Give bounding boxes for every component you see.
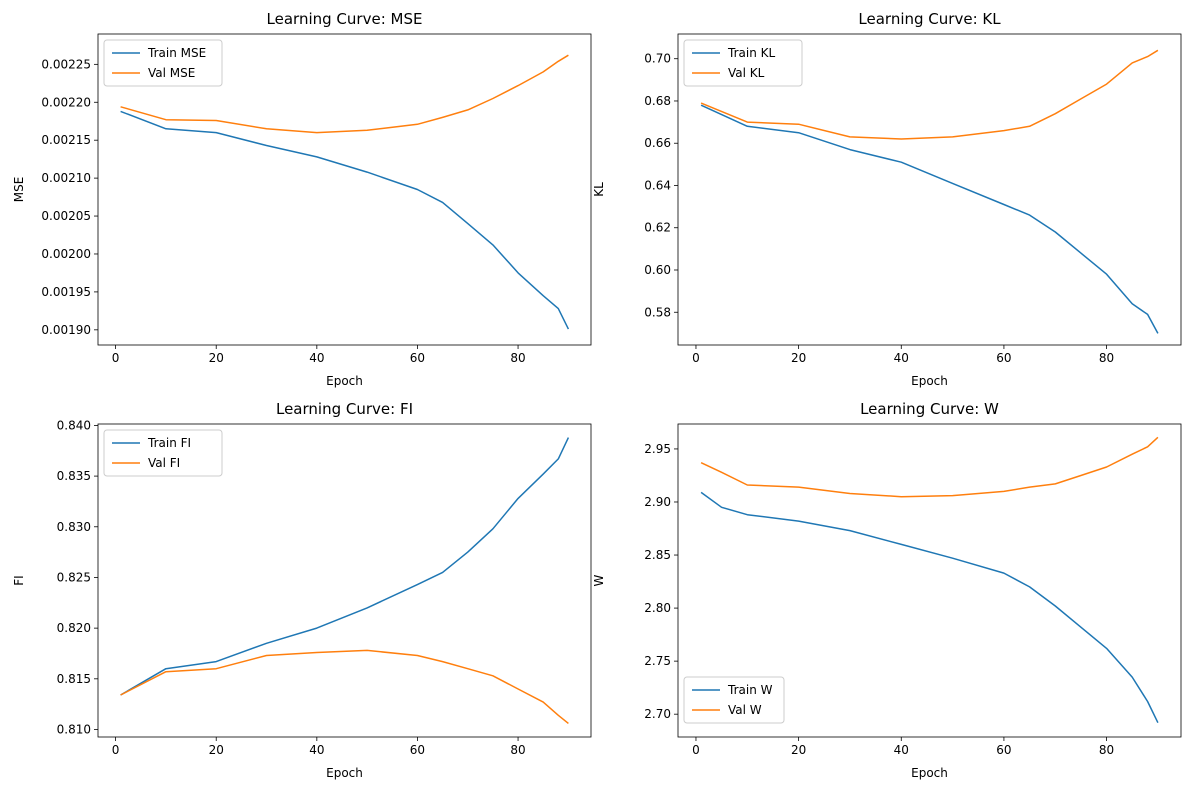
legend: Train KL Val KL (683, 39, 803, 87)
legend-box (103, 39, 223, 87)
y-axis-label: MSE (12, 177, 26, 203)
subplot-4: 0 20 40 60 80 2.70 2.75 2.80 2.85 2.90 2.95 Learnin… (592, 400, 1182, 780)
x-tick-label: 40 (894, 351, 909, 365)
series-line-val-mse (120, 54, 569, 134)
y-tick-label: 0.58 (644, 305, 671, 319)
chart-title: Learning Curve: MSE (267, 10, 423, 28)
x-tick-label: 60 (410, 743, 425, 757)
legend-box (683, 39, 803, 87)
y-tick-label: 0.840 (57, 418, 91, 432)
legend: Train FI Val FI (103, 429, 223, 477)
x-axis-label: Epoch (326, 766, 363, 780)
series-line-train-kl (700, 104, 1159, 334)
x-tick-label: 20 (209, 351, 224, 365)
x-tick-label: 0 (112, 351, 120, 365)
y-tick-label: 0.810 (57, 722, 91, 736)
y-tick-label: 2.95 (644, 442, 671, 456)
legend: Train MSE Val MSE (103, 39, 223, 87)
x-tick-label: 80 (1099, 743, 1114, 757)
y-axis-label: KL (592, 182, 606, 197)
legend-box (683, 676, 785, 724)
x-axis-label: Epoch (326, 374, 363, 388)
y-tick-label: 0.00210 (41, 171, 91, 185)
y-tick-label: 0.815 (57, 672, 91, 686)
x-tick-label: 20 (791, 743, 806, 757)
axes-frame (97, 423, 592, 738)
x-tick-label: 0 (112, 743, 120, 757)
y-tick-label: 0.64 (644, 178, 671, 192)
series-line-train-fi (120, 437, 570, 696)
chart-title: Learning Curve: FI (276, 400, 413, 418)
legend-label: Train W (727, 683, 773, 697)
y-tick-label: 0.66 (644, 136, 671, 150)
legend-label: Train MSE (147, 46, 206, 60)
x-tick-label: 80 (510, 351, 525, 365)
series-line-val-w (700, 436, 1159, 498)
chart-title: Learning Curve: KL (858, 10, 1001, 28)
y-tick-label: 2.75 (644, 654, 671, 668)
y-tick-label: 0.70 (644, 52, 671, 66)
legend: Train W Val W (683, 676, 785, 724)
x-axis-label: Epoch (911, 766, 948, 780)
y-tick-label: 0.00220 (41, 95, 91, 109)
x-tick-label: 0 (692, 351, 700, 365)
y-tick-label: 2.85 (644, 548, 671, 562)
subplot-2: 0 20 40 60 80 0.58 0.60 0.62 0.64 0.66 0.68 0.70 Lea… (592, 10, 1182, 388)
legend-label: Train KL (727, 46, 775, 60)
subplot-1: 0 20 40 60 80 0.00190 0.00195 0.00200 0.00205 0.0… (12, 10, 592, 388)
x-tick-label: 60 (410, 351, 425, 365)
legend-label: Train FI (147, 436, 191, 450)
legend-label: Val KL (728, 66, 765, 80)
axes-frame (677, 33, 1182, 346)
x-tick-label: 0 (692, 743, 700, 757)
y-tick-label: 0.835 (57, 469, 91, 483)
axes-frame (97, 33, 592, 346)
x-tick-label: 80 (510, 743, 525, 757)
y-tick-label: 0.62 (644, 221, 671, 235)
legend-box (103, 429, 223, 477)
x-tick-label: 60 (996, 743, 1011, 757)
x-tick-label: 80 (1099, 351, 1114, 365)
series-line-val-kl (700, 49, 1159, 140)
series-line-train-w (700, 491, 1159, 724)
axes-frame (677, 423, 1182, 738)
x-tick-label: 40 (894, 743, 909, 757)
y-tick-label: 0.00215 (41, 133, 91, 147)
y-axis-label: FI (12, 575, 26, 585)
y-tick-label: 0.00225 (41, 57, 91, 71)
x-axis-label: Epoch (911, 374, 948, 388)
y-tick-label: 2.80 (644, 601, 671, 615)
y-tick-label: 0.825 (57, 570, 91, 584)
series-line-val-fi (120, 649, 569, 724)
x-tick-label: 60 (996, 351, 1011, 365)
y-tick-label: 2.70 (644, 707, 671, 721)
y-tick-label: 0.00205 (41, 209, 91, 223)
x-tick-label: 20 (791, 351, 806, 365)
y-tick-label: 0.830 (57, 520, 91, 534)
legend-label: Val FI (148, 456, 180, 470)
y-tick-label: 0.00200 (41, 247, 91, 261)
legend-label: Val W (728, 703, 762, 717)
y-tick-label: 0.00190 (41, 323, 91, 337)
x-tick-label: 20 (209, 743, 224, 757)
y-axis-label: W (592, 574, 606, 586)
y-tick-label: 0.68 (644, 94, 671, 108)
y-tick-label: 0.820 (57, 621, 91, 635)
y-tick-label: 2.90 (644, 495, 671, 509)
legend-label: Val MSE (148, 66, 195, 80)
chart-title: Learning Curve: W (860, 400, 999, 418)
series-line-train-mse (120, 110, 570, 330)
y-tick-label: 0.00195 (41, 285, 91, 299)
x-tick-label: 40 (309, 351, 324, 365)
x-tick-label: 40 (309, 743, 324, 757)
subplot-3: 0 20 40 60 80 0.810 0.815 0.820 0.825 0.830 0.835 0… (12, 400, 592, 780)
y-tick-label: 0.60 (644, 263, 671, 277)
